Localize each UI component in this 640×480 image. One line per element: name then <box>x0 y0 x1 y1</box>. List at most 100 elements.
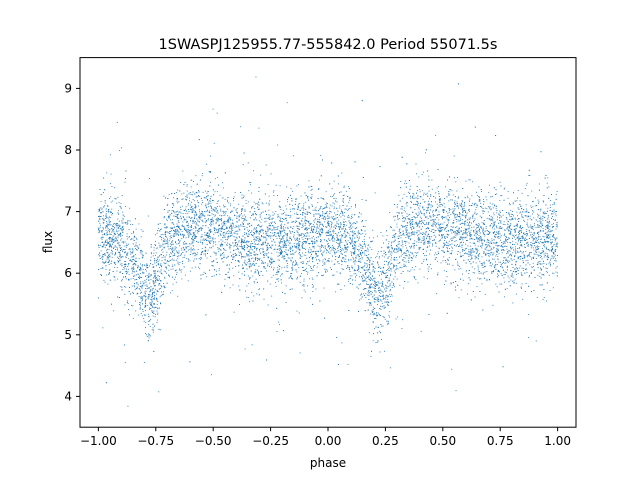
data-point <box>555 223 557 225</box>
data-point <box>157 257 159 259</box>
data-point <box>220 242 222 244</box>
data-point <box>142 264 144 266</box>
data-point <box>251 206 253 208</box>
data-point <box>350 225 351 227</box>
data-point <box>176 217 178 219</box>
data-point <box>337 260 339 262</box>
data-point <box>372 321 374 323</box>
data-point <box>178 243 180 245</box>
data-point <box>422 198 424 200</box>
data-point <box>436 209 438 211</box>
data-point <box>514 278 516 280</box>
data-point <box>526 208 528 210</box>
data-point <box>137 267 138 269</box>
data-point <box>164 223 166 225</box>
data-point <box>432 209 434 211</box>
data-point <box>196 214 198 216</box>
data-point <box>304 213 306 214</box>
data-point <box>345 255 347 257</box>
data-point <box>270 223 272 224</box>
data-point <box>254 246 256 248</box>
data-point <box>266 249 268 251</box>
data-point <box>249 252 251 254</box>
data-point <box>210 236 212 238</box>
data-point <box>384 318 386 320</box>
data-point <box>171 209 173 211</box>
data-point <box>399 235 400 237</box>
data-point <box>103 279 105 281</box>
data-point <box>413 194 415 196</box>
data-point <box>532 262 534 264</box>
data-point <box>546 231 548 233</box>
data-point <box>151 305 153 307</box>
data-point <box>470 251 471 253</box>
data-point <box>137 273 139 275</box>
data-point <box>546 234 548 235</box>
data-point <box>124 268 126 270</box>
data-point <box>217 200 219 202</box>
data-point <box>257 259 259 261</box>
data-point <box>316 227 318 229</box>
data-point <box>139 275 140 277</box>
data-point <box>228 202 230 204</box>
data-point <box>118 230 120 232</box>
data-point <box>266 247 268 249</box>
data-point <box>153 252 155 254</box>
data-point <box>438 201 440 203</box>
data-point <box>262 247 264 249</box>
data-point <box>322 252 324 254</box>
data-point <box>253 262 255 264</box>
data-point <box>377 262 379 264</box>
data-point <box>124 241 126 243</box>
data-point <box>320 249 322 251</box>
data-point <box>498 271 500 273</box>
data-point <box>140 251 142 253</box>
data-point <box>527 254 529 256</box>
data-point <box>331 205 333 207</box>
data-point <box>204 231 206 233</box>
data-point <box>346 246 348 248</box>
data-point <box>229 251 231 253</box>
data-point <box>483 203 484 205</box>
data-point <box>235 249 237 250</box>
data-point <box>113 223 114 225</box>
data-point <box>329 234 331 236</box>
data-point <box>212 200 213 201</box>
data-point <box>435 241 437 243</box>
data-point <box>467 223 469 225</box>
data-point <box>515 229 517 231</box>
data-point <box>364 263 366 265</box>
data-point <box>390 255 392 257</box>
data-point <box>171 212 173 214</box>
data-point <box>298 226 300 228</box>
data-point <box>509 242 511 244</box>
data-point <box>214 191 216 193</box>
data-point <box>338 227 340 229</box>
data-point <box>453 222 455 223</box>
data-point <box>398 211 400 213</box>
data-point <box>530 231 532 233</box>
data-point <box>268 195 270 197</box>
data-point <box>318 227 320 229</box>
data-point <box>308 225 310 227</box>
data-point <box>405 236 407 238</box>
data-point <box>416 173 418 175</box>
data-point <box>522 236 524 238</box>
data-point <box>149 307 150 309</box>
data-point <box>247 162 249 164</box>
data-point <box>510 275 512 277</box>
data-point <box>328 213 330 215</box>
data-point <box>152 331 154 333</box>
data-point <box>157 247 159 249</box>
data-point <box>364 244 366 246</box>
data-point <box>242 240 243 242</box>
data-point <box>337 246 339 248</box>
data-point <box>512 211 514 212</box>
data-point <box>541 251 543 253</box>
data-point <box>281 282 282 284</box>
data-point <box>298 239 300 241</box>
data-point <box>387 298 389 300</box>
data-point <box>410 226 411 228</box>
data-point <box>132 305 134 307</box>
data-point <box>313 229 315 231</box>
